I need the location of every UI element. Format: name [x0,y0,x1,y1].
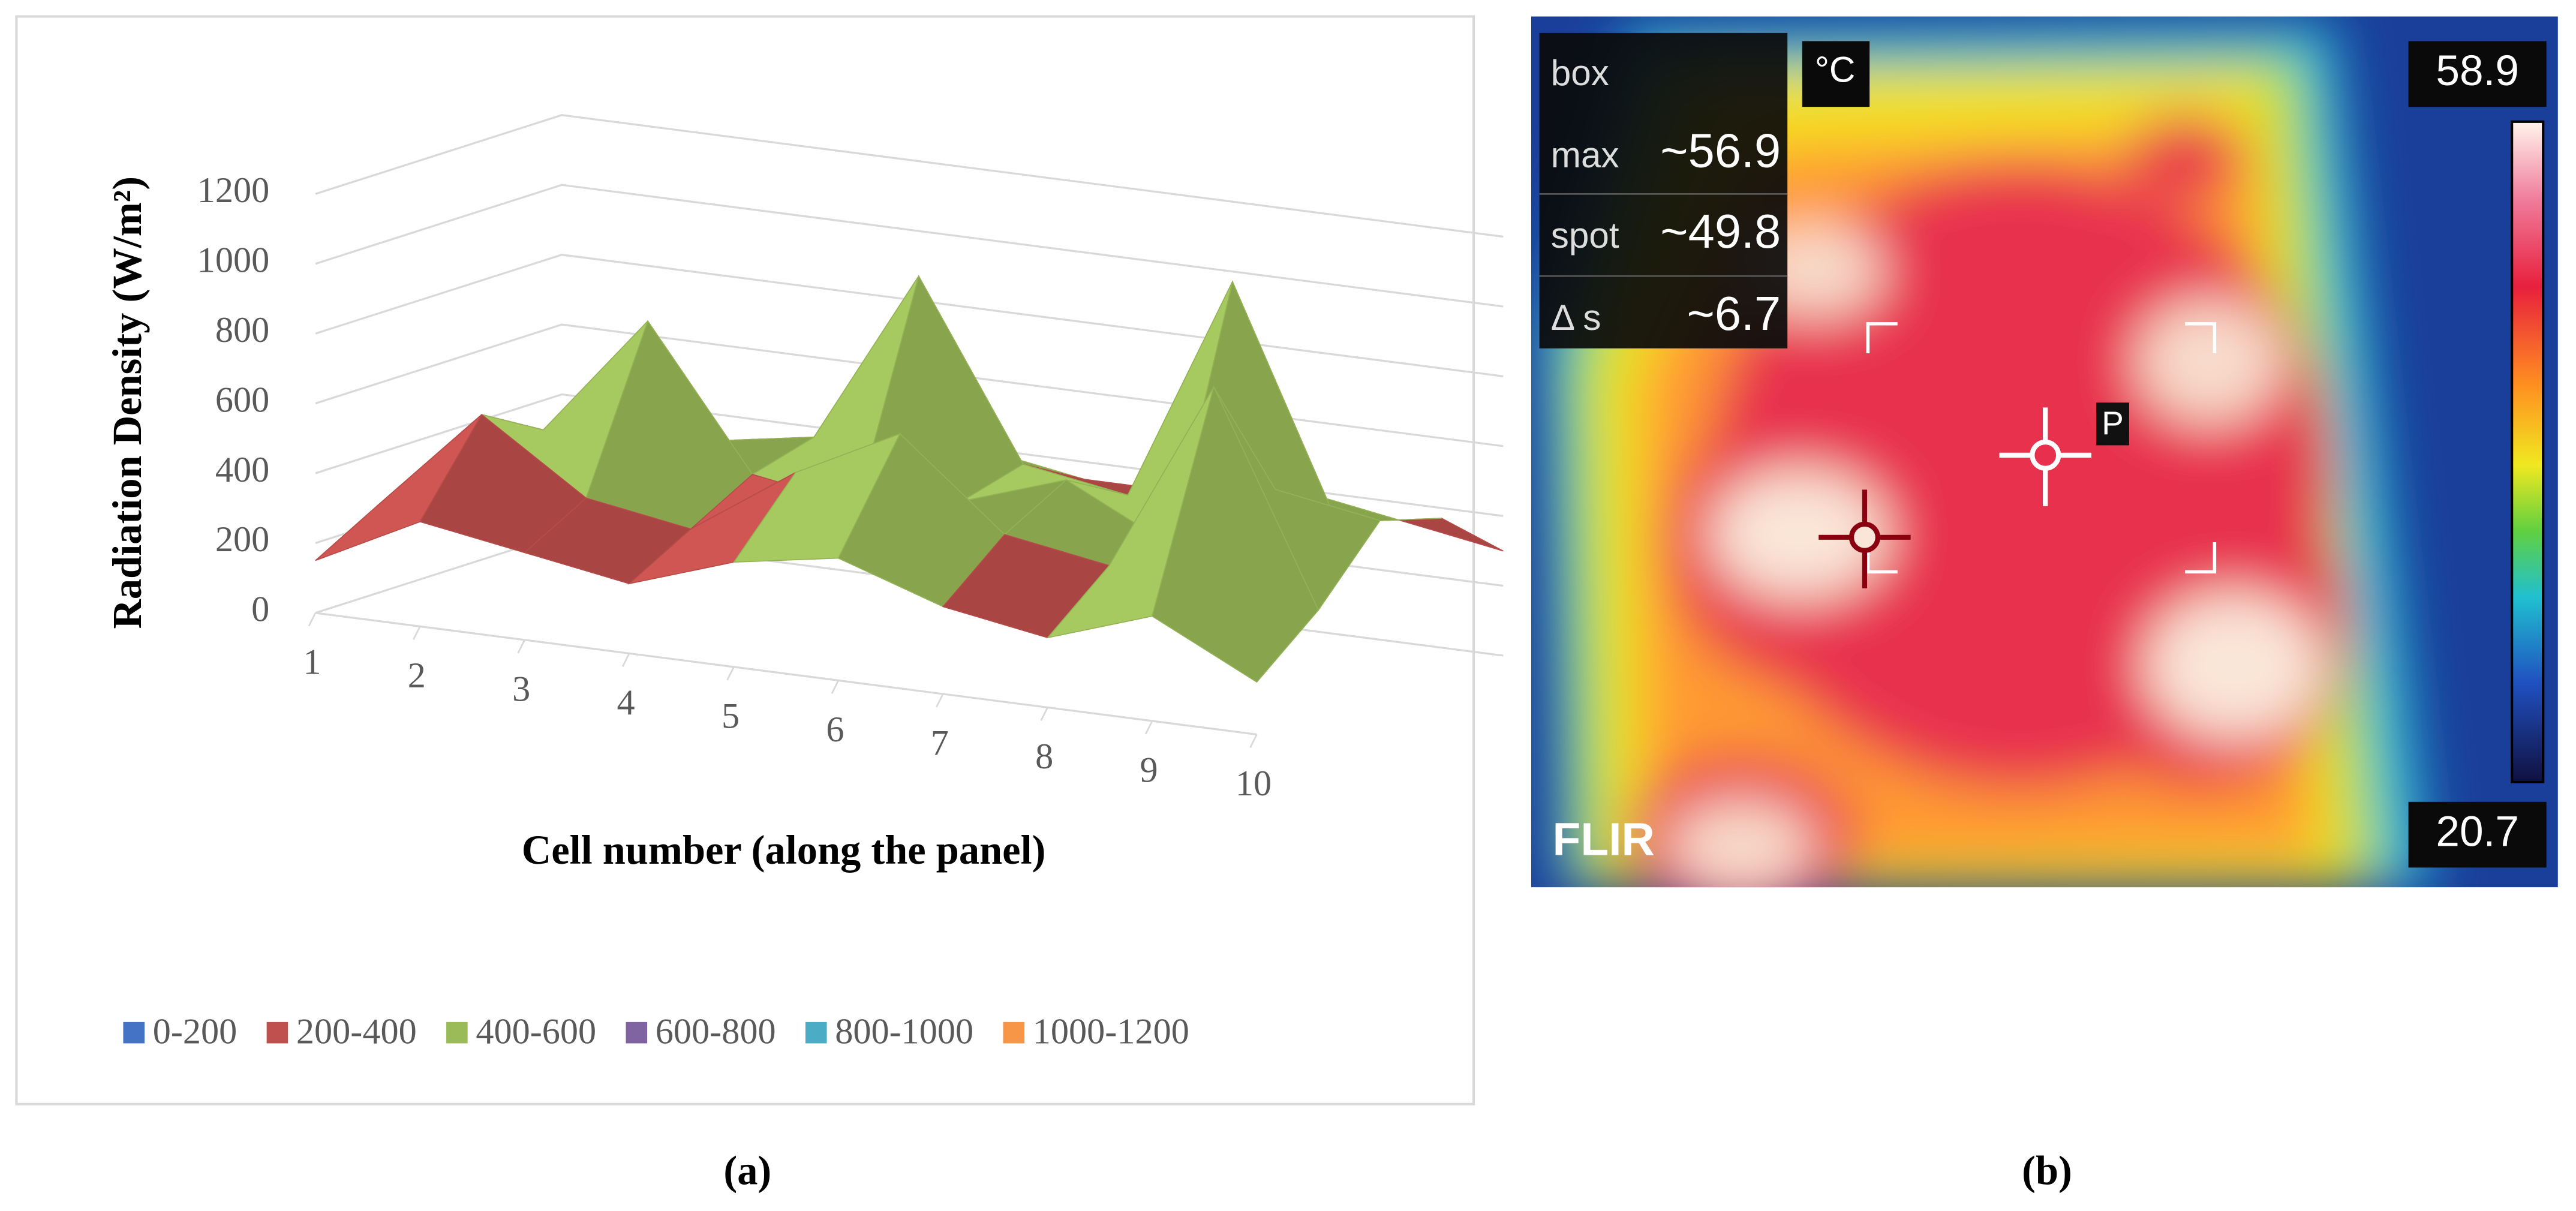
legend-label: 0-200 [153,1012,238,1052]
z-tick-label: 0 [251,590,269,630]
scale-max-box [2408,41,2547,107]
box-corners [1866,321,2217,574]
corner [1866,321,1898,354]
x-tick-label: 1 [303,642,321,682]
x-tick-label: 5 [722,696,740,736]
readout-label: Δ s [1551,297,1601,338]
x-tick-label: 4 [617,683,635,723]
readout-value: ~56.9 [1660,124,1781,178]
x-tick-label: 3 [512,669,530,709]
x-tick [831,680,840,694]
z-tick-label: 200 [215,519,269,560]
x-axis-title: Cell number (along the panel) [522,827,1046,873]
legend-swatch [123,1021,145,1044]
x-tick-label: 6 [826,710,844,750]
unit-label: °C [1815,49,1856,90]
grid-line [315,184,1504,308]
hot-spot [1667,800,1815,888]
x-tick [936,693,944,708]
crosshair-ring [1848,521,1880,553]
legend-swatch [626,1021,648,1044]
spot-crosshair [1999,407,2091,506]
legend-label: 600-800 [656,1012,776,1052]
max-crosshair [1818,489,1911,588]
legend-swatch [805,1021,827,1044]
hot-spot [2135,299,2284,424]
readout-label: max [1551,134,1619,175]
x-tick [726,666,735,681]
legend-swatch [266,1021,288,1044]
scale-min: 20.7 [2436,808,2519,855]
legend-label: 1000-1200 [1033,1012,1189,1052]
panel-label: (a) [723,1147,771,1193]
x-tick [1144,720,1153,735]
x-tick [413,626,421,640]
readout-label: spot [1551,215,1619,256]
color-bar [2511,120,2545,784]
z-tick-label: 1000 [197,241,270,281]
x-tick [308,612,317,627]
z-tick-label: 1200 [197,170,270,211]
readout-panel [1539,32,1788,348]
hot-spot [2144,591,2325,740]
crosshair-ring [2030,439,2061,471]
corner [2185,542,2217,574]
legend-label: 800-1000 [835,1012,973,1052]
z-tick-label: 600 [215,380,269,420]
legend-label: 400-600 [476,1012,596,1052]
surface-patch [1152,385,1319,683]
panel-label: (b) [2022,1147,2072,1193]
x-tick [517,639,525,654]
hot-spot [1708,468,1890,600]
heat-zone [2127,115,2243,197]
scale-max: 58.9 [2436,47,2519,95]
unit-box [1802,41,1870,107]
thermal-heat [1544,25,2431,888]
marker-label: P [2102,404,2124,441]
scale-min-box [2408,801,2547,868]
x-tick [1249,734,1258,749]
z-tick-label: 800 [215,310,269,350]
thermal-image: P box max ~56.9 spot ~49.8 Δ s ~6.7 °C 5… [1531,16,2558,888]
x-tick-label: 8 [1035,737,1053,777]
x-axis [315,612,1257,736]
x-tick [1040,707,1048,722]
corner [2185,321,2217,354]
legend-swatch [446,1021,468,1044]
x-tick-label: 7 [931,723,949,763]
grid-line [315,254,1504,378]
y-axis-title: Radiation Density (W/m²) [104,176,150,629]
surface-chart: 0 200 400 600 800 1000 1200 1 2 3 4 5 6 7 8 9 10 0-200 200… [123,114,1504,1052]
brand-logo: FLIR [1553,815,1655,866]
z-tick-label: 400 [215,450,269,490]
legend-swatch [1003,1021,1025,1044]
readout-value: ~49.8 [1660,205,1781,258]
x-tick-label: 10 [1236,764,1272,804]
grid-line [315,114,1504,238]
x-tick-label: 9 [1140,750,1158,790]
readouts: box max ~56.9 spot ~49.8 Δ s ~6.7 [1551,52,1781,340]
x-tick-label: 2 [408,656,426,696]
x-tick [621,653,630,667]
legend-label: 200-400 [296,1012,417,1052]
readout-label: box [1551,52,1609,93]
marker-box [2096,402,2129,446]
readout-value: ~6.7 [1687,287,1781,340]
